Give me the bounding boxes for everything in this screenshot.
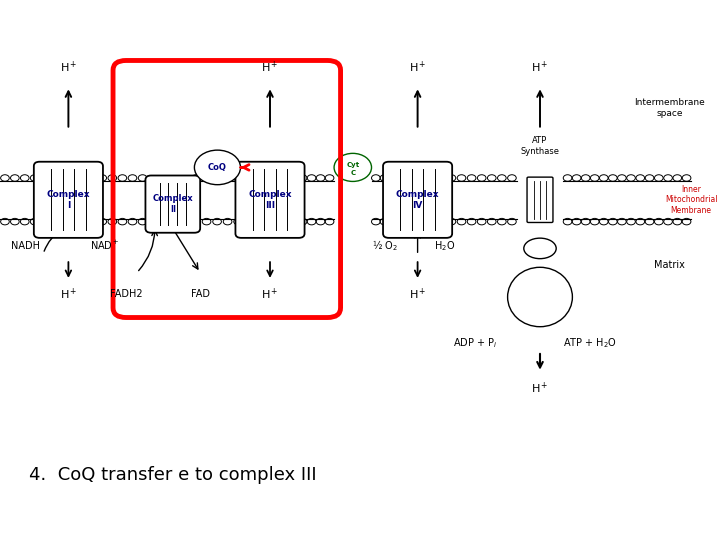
Text: 4.  CoQ transfer e to complex III: 4. CoQ transfer e to complex III (29, 466, 316, 484)
Circle shape (334, 153, 372, 181)
Text: Matrix: Matrix (654, 260, 685, 269)
Text: FAD: FAD (191, 289, 210, 299)
Text: ½ O$_2$: ½ O$_2$ (372, 238, 398, 253)
Text: Intermembrane
space: Intermembrane space (634, 98, 705, 118)
FancyBboxPatch shape (34, 162, 103, 238)
Text: ADP + P$_i$: ADP + P$_i$ (453, 336, 498, 350)
Text: H$_2$O: H$_2$O (434, 239, 456, 253)
Text: Cyt: Cyt (346, 161, 359, 168)
Text: Inner
Mitochondrial
Membrane: Inner Mitochondrial Membrane (665, 185, 717, 215)
Text: ATP
Synthase: ATP Synthase (521, 136, 559, 156)
Ellipse shape (508, 267, 572, 327)
Text: H$^+$: H$^+$ (409, 287, 426, 302)
Text: H$^+$: H$^+$ (60, 59, 77, 75)
Circle shape (194, 150, 240, 185)
FancyBboxPatch shape (235, 162, 305, 238)
Text: FADH2: FADH2 (109, 289, 143, 299)
Text: H$^+$: H$^+$ (409, 59, 426, 75)
Text: Complex
III: Complex III (248, 190, 292, 210)
Text: Complex
II: Complex II (153, 194, 193, 214)
FancyBboxPatch shape (527, 177, 553, 222)
Text: H$^+$: H$^+$ (60, 287, 77, 302)
Text: C: C (350, 170, 356, 176)
Ellipse shape (523, 238, 557, 259)
Text: H$^+$: H$^+$ (531, 381, 549, 396)
FancyBboxPatch shape (145, 176, 200, 233)
Text: H$^+$: H$^+$ (261, 59, 279, 75)
Text: ATP + H$_2$O: ATP + H$_2$O (563, 336, 618, 350)
Text: H$^+$: H$^+$ (531, 59, 549, 75)
Text: Complex
I: Complex I (47, 190, 90, 210)
FancyBboxPatch shape (383, 162, 452, 238)
Text: H$^+$: H$^+$ (261, 287, 279, 302)
Text: NAD$^+$: NAD$^+$ (89, 239, 120, 252)
Text: Complex
IV: Complex IV (396, 190, 439, 210)
Text: NADH: NADH (11, 241, 40, 251)
Text: CoQ: CoQ (208, 163, 227, 172)
